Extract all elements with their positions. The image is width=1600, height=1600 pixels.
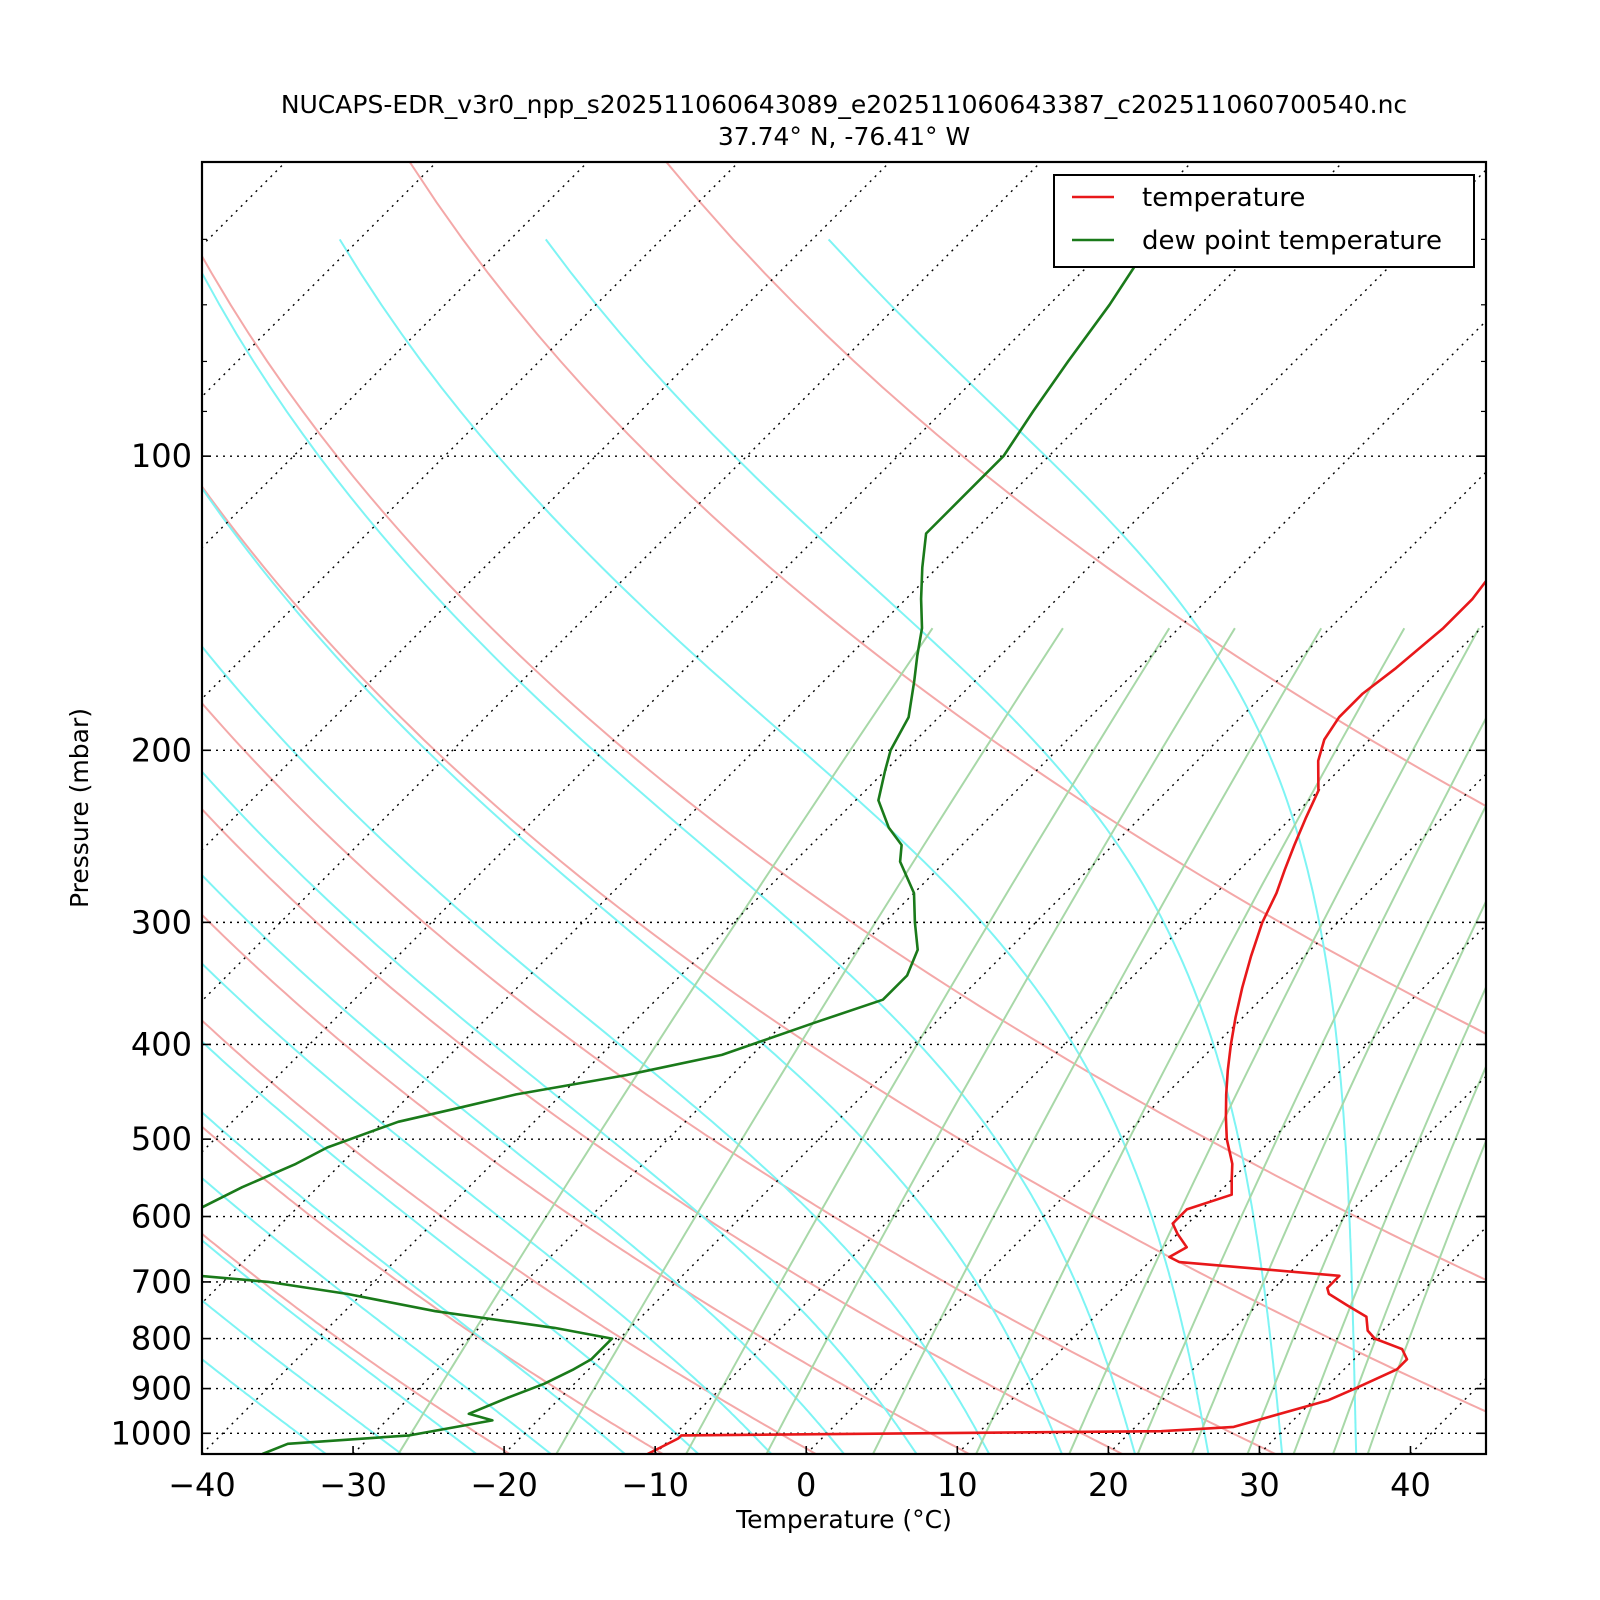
x-tick-label: −20 [470,1466,538,1504]
mixing-ratio-8gkg [975,627,1406,1454]
moist-adiabat-25C [338,238,1210,1454]
mixing-ratio-0.4gkg [397,627,934,1454]
y-axis-label: Pressure (mbar) [65,708,94,908]
moist-adiabat--25C [202,1239,478,1454]
moist-adiabat-15C [202,486,1063,1454]
y-axis-ticks: 100 200 300 400 500 600 700 800 900 1000 [111,161,1486,1452]
moist-adiabat--10C [202,1040,700,1454]
moist-adiabat--35C [202,1358,327,1454]
moist-adiabat--20C [202,1176,552,1454]
mixing-ratio-5gkg [872,627,1323,1454]
dry-adiabat-290K [202,807,1123,1454]
dry-adiabat-260K [202,1125,664,1454]
legend-label-dewpoint: dew point temperature [1142,226,1442,256]
moist-adiabat-10C [202,644,991,1454]
temperature-line [647,579,1486,1454]
isotherm-50 [1562,162,1600,1454]
moist-adiabat-35C [827,238,1358,1454]
dry-adiabat-300K [202,701,1276,1454]
x-tick-label: 20 [1088,1466,1129,1504]
dry-adiabat-340K [202,254,1486,1282]
y-tick-label: 400 [131,1025,192,1063]
isotherm--80 [202,162,891,851]
chart-title: NUCAPS-EDR_v3r0_npp_s202511060643089_e20… [281,90,1407,119]
mixing-ratio-35gkg [1332,1064,1486,1454]
y-tick-label: 300 [131,903,192,941]
moist-adiabat--5C [202,962,773,1454]
axes-frame [200,160,1488,1456]
isotherm--120 [202,162,287,247]
mixing-ratio-12gkg [1068,627,1480,1454]
mixing-ratio-25gkg [1246,899,1486,1454]
mixing-ratio-1gkg [555,627,1064,1454]
y-tick-label: 800 [131,1320,192,1358]
mixing-ratio-16gkg [1136,716,1486,1454]
mixing-ratio-30gkg [1292,984,1486,1454]
chart-subtitle: 37.74° N, -76.41° W [718,122,970,151]
isotherm-grid [202,162,1600,1454]
legend-box [1053,174,1475,268]
y-tick-label: 1000 [111,1414,192,1452]
y-tick-label: 700 [131,1263,192,1301]
isotherm--60 [202,162,1193,1153]
moist-adiabats [202,238,1358,1454]
isotherm--70 [202,162,1042,1002]
dry-adiabat-380K [408,162,1486,1035]
y-tick-label: 600 [131,1198,192,1236]
moist-adiabat-20C [202,270,1136,1454]
mixing-ratio-40gkg [1366,1138,1486,1454]
moist-adiabat-0C [202,873,845,1454]
y-tick-label: 900 [131,1370,192,1408]
isotherm-20 [1107,1075,1486,1454]
dry-adiabat-280K [202,913,970,1454]
y-tick-label: 500 [131,1120,192,1158]
isotherm--30 [352,320,1486,1454]
isobar-grid [202,455,1486,1434]
plot-area [202,162,1600,1454]
dry-adiabat-420K [665,162,1486,808]
y-tick-label: 200 [131,731,192,769]
dry-adiabat-250K [202,1232,511,1454]
x-tick-label: −10 [621,1466,689,1504]
x-tick-label: −40 [168,1466,236,1504]
dry-adiabats [202,162,1486,1454]
x-tick-label: 30 [1239,1466,1280,1504]
x-tick-label: −30 [319,1466,387,1504]
y-tick-label: 100 [131,437,192,475]
dry-adiabat-270K [202,1019,817,1454]
x-tick-label: 0 [796,1466,816,1504]
mixing-ratio-lines [397,627,1486,1454]
moist-adiabat--15C [202,1111,626,1454]
x-tick-label: 10 [937,1466,978,1504]
legend: temperature dew point temperature [1053,174,1475,268]
moist-adiabat--30C [202,1299,403,1454]
isotherm-0 [805,773,1486,1454]
profile-series [202,177,1486,1454]
isotherm-10 [956,924,1486,1454]
mixing-ratio-3gkg [765,627,1236,1454]
x-tick-label: 40 [1390,1466,1431,1504]
plot-frame [200,160,1488,1456]
x-axis-label: Temperature (°C) [735,1505,952,1534]
dry-adiabat-320K [202,484,1486,1413]
dewpoint-line [202,177,1192,1454]
x-axis-ticks: −40 −30 −20 −10 0 10 20 30 40 [168,1446,1431,1504]
legend-label-temperature: temperature [1142,183,1305,213]
moist-adiabat-30C [545,238,1284,1454]
moist-adiabat-5C [202,770,918,1454]
